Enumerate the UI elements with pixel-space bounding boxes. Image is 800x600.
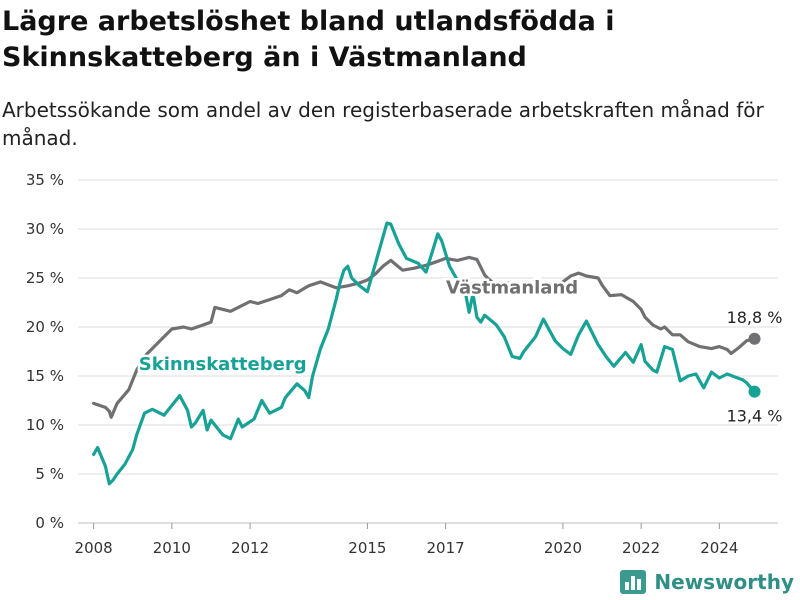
x-tick-label: 2024	[700, 539, 738, 557]
x-tick-label: 2008	[75, 539, 113, 557]
series-label-v-stmanland: Västmanland	[446, 278, 578, 299]
y-tick-label: 0 %	[35, 514, 64, 532]
x-tick-label: 2022	[622, 539, 660, 557]
axes: 0 % 5 % 10 % 15 % 20 % 25 % 30 % 35 % 2008 2010 20…	[26, 171, 739, 557]
chart-subtitle: Arbetssökande som andel av den registerb…	[2, 98, 764, 150]
x-tick-label: 2012	[231, 539, 269, 557]
end-point-v-stmanland	[748, 332, 761, 345]
line-chart: 0 % 5 % 10 % 15 % 20 % 25 % 30 % 35 % 2008 2010 20…	[26, 171, 783, 557]
series	[92, 221, 761, 486]
bar-chart-logo-icon	[620, 570, 647, 594]
y-tick-label: 5 %	[35, 465, 64, 483]
labels: 18,8 % Västmanland 13,4 % Skinnskatteberg	[136, 275, 783, 426]
end-point-skinnskatteberg	[748, 385, 761, 398]
x-tick-label: 2020	[544, 539, 582, 557]
x-tick-label: 2017	[427, 539, 465, 557]
y-tick-label: 30 %	[26, 220, 64, 238]
brand-name: Newsworthy	[654, 570, 794, 594]
y-tick-label: 25 %	[26, 269, 64, 287]
x-tick-label: 2010	[153, 539, 191, 557]
x-tick-label: 2015	[348, 539, 386, 557]
end-value-label-skinnskatteberg: 13,4 %	[727, 407, 783, 426]
y-tick-label: 15 %	[26, 367, 64, 385]
series-line-skinnskatteberg	[92, 221, 757, 486]
y-tick-label: 20 %	[26, 318, 64, 336]
newsworthy-logo[interactable]: Newsworthy	[620, 570, 794, 594]
y-tick-label: 35 %	[26, 171, 64, 189]
end-value-label-v-stmanland: 18,8 %	[727, 308, 783, 327]
series-line-v-stmanland	[92, 255, 757, 419]
series-label-skinnskatteberg: Skinnskatteberg	[139, 354, 307, 375]
chart-title: Lägre arbetslöshet bland utlandsfödda i …	[2, 6, 615, 73]
y-tick-label: 10 %	[26, 416, 64, 434]
